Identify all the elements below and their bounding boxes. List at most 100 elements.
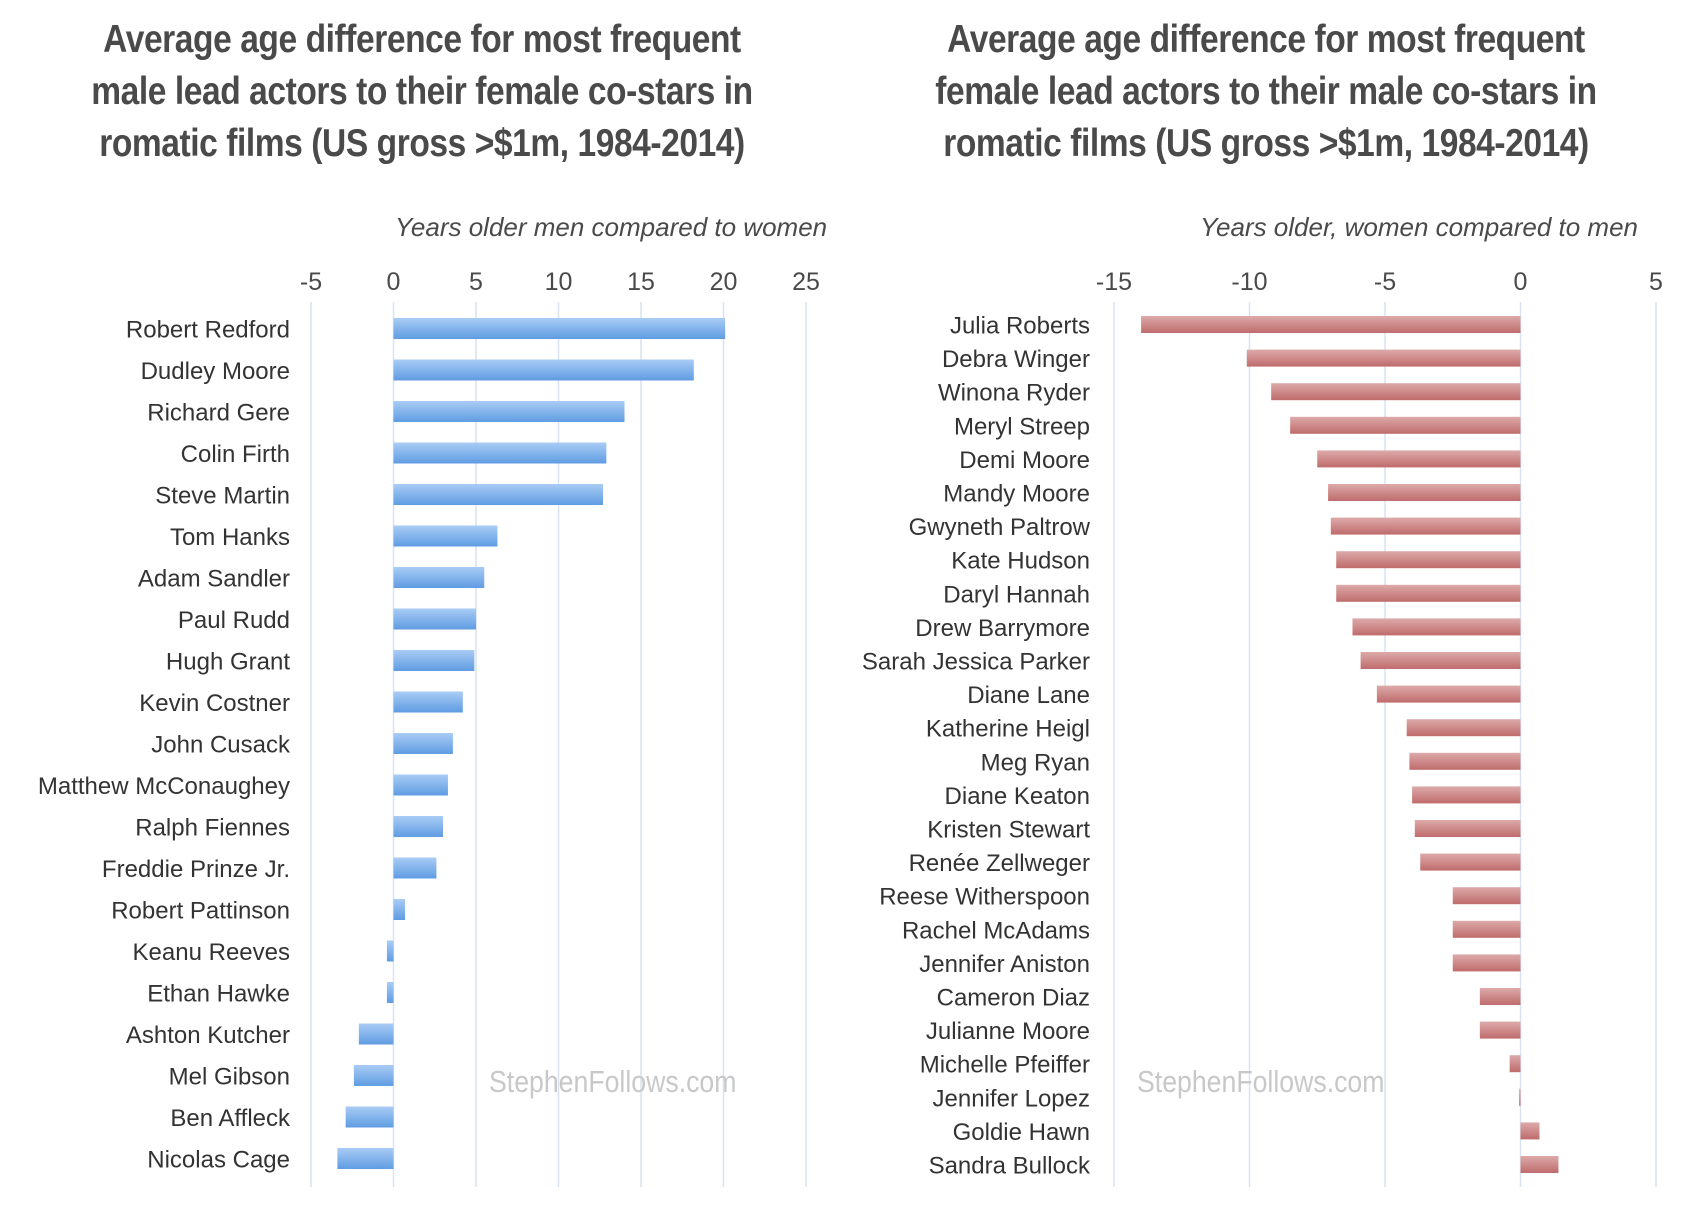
- bar: [1246, 349, 1521, 367]
- chart-male-leads: Average age difference for most frequent…: [38, 14, 827, 1187]
- category-label: John Cusack: [151, 732, 291, 759]
- bar: [393, 650, 475, 671]
- category-label: Jennifer Aniston: [919, 951, 1090, 978]
- category-label: Robert Redford: [126, 317, 290, 344]
- category-label: Paul Rudd: [178, 607, 290, 634]
- category-label: Kate Hudson: [951, 548, 1090, 575]
- category-label: Ethan Hawke: [147, 981, 290, 1008]
- chart-title: Average age difference for most frequent…: [85, 14, 759, 170]
- bar: [1406, 719, 1521, 737]
- bar: [1328, 484, 1521, 501]
- category-label: Keanu Reeves: [133, 939, 290, 966]
- bar: [1520, 1122, 1540, 1140]
- title-line: romatic films (US gross >$1m, 1984-2014): [943, 122, 1589, 165]
- bar: [1330, 517, 1521, 535]
- category-label: Meryl Streep: [954, 413, 1090, 440]
- title-line: romatic films (US gross >$1m, 1984-2014): [99, 122, 745, 165]
- category-label: Richard Gere: [147, 400, 290, 427]
- category-label: Julianne Moore: [926, 1018, 1090, 1045]
- bar: [393, 359, 694, 381]
- category-label: Kristen Stewart: [927, 817, 1090, 844]
- category-label: Katherine Heigl: [926, 716, 1090, 743]
- bar: [1336, 584, 1521, 602]
- title-line: male lead actors to their female co-star…: [91, 70, 753, 113]
- bar: [1414, 820, 1521, 837]
- x-tick-label: 10: [545, 268, 573, 296]
- category-label: Rachel McAdams: [902, 917, 1090, 944]
- bar: [1141, 316, 1521, 333]
- bar: [1479, 1021, 1521, 1039]
- bar: [1290, 416, 1521, 434]
- bar: [1519, 1088, 1521, 1106]
- category-label: Colin Firth: [181, 441, 290, 468]
- x-tick-label: 5: [469, 268, 483, 296]
- bar: [1452, 920, 1521, 938]
- category-label: Adam Sandler: [138, 566, 290, 593]
- bar: [1452, 887, 1521, 905]
- x-tick-label: 25: [792, 268, 820, 296]
- bar: [1271, 383, 1521, 401]
- category-label: Kevin Costner: [139, 690, 290, 717]
- category-label: Robert Pattinson: [111, 898, 290, 925]
- x-tick-label: 5: [1649, 268, 1663, 296]
- bar: [358, 1023, 394, 1045]
- category-label: Meg Ryan: [981, 749, 1090, 776]
- bar: [1520, 1156, 1559, 1173]
- bar: [393, 608, 476, 630]
- bar: [393, 816, 443, 837]
- category-label: Drew Barrymore: [915, 615, 1090, 642]
- x-tick-label: -10: [1231, 268, 1267, 296]
- bar: [386, 940, 394, 962]
- category-label: Sarah Jessica Parker: [862, 649, 1090, 676]
- bar: [1409, 752, 1521, 770]
- bar: [1412, 786, 1521, 804]
- category-label: Hugh Grant: [166, 649, 290, 676]
- category-label: Freddie Prinze Jr.: [102, 856, 290, 883]
- bar: [1452, 954, 1521, 972]
- category-label: Steve Martin: [155, 483, 290, 510]
- bar: [353, 1065, 394, 1086]
- category-label: Goldie Hawn: [953, 1119, 1090, 1146]
- category-label: Mandy Moore: [943, 481, 1090, 508]
- bar: [393, 899, 406, 920]
- category-label: Dudley Moore: [141, 358, 290, 385]
- x-tick-label: 20: [710, 268, 738, 296]
- bar: [337, 1148, 394, 1169]
- x-tick-label: 0: [1514, 268, 1528, 296]
- bar: [393, 691, 463, 713]
- category-label: Tom Hanks: [170, 524, 290, 551]
- bar: [1509, 1055, 1521, 1073]
- category-label: Daryl Hannah: [943, 581, 1090, 608]
- category-label: Cameron Diaz: [937, 985, 1090, 1012]
- category-label: Mel Gibson: [169, 1064, 290, 1091]
- title-line: Average age difference for most frequent: [103, 18, 741, 61]
- category-label: Julia Roberts: [950, 313, 1090, 340]
- bar: [1420, 853, 1521, 871]
- x-tick-label: -15: [1096, 268, 1132, 296]
- bar: [393, 567, 485, 588]
- bar: [1352, 618, 1521, 636]
- category-label: Diane Keaton: [945, 783, 1090, 810]
- bar: [1360, 652, 1521, 669]
- title-line: female lead actors to their male co-star…: [935, 70, 1597, 113]
- category-label: Sandra Bullock: [929, 1153, 1091, 1180]
- chart-title: Average age difference for most frequent…: [929, 14, 1603, 170]
- plot-area: -5 0 5 10 15 20 25 Robert Redford Dudley Moore Ri…: [38, 268, 820, 1187]
- category-label: Ralph Fiennes: [135, 815, 290, 842]
- bar: [393, 733, 453, 754]
- category-label: Gwyneth Paltrow: [909, 514, 1091, 541]
- category-label: Ben Affleck: [170, 1105, 291, 1132]
- bar: [393, 318, 726, 339]
- plot-area: -15 -10 -5 0 5 Julia Roberts Debra Winger Winon…: [862, 268, 1663, 1187]
- bar: [393, 857, 437, 879]
- category-label: Matthew McConaughey: [38, 773, 290, 800]
- bar: [1479, 988, 1521, 1005]
- watermark: StephenFollows.com: [1137, 1064, 1385, 1099]
- chart-female-leads: Average age difference for most frequent…: [844, 0, 1688, 1220]
- bar: [1336, 551, 1521, 569]
- x-tick-label: -5: [1374, 268, 1396, 296]
- category-label: Ashton Kutcher: [126, 1022, 290, 1049]
- category-label: Michelle Pfeiffer: [920, 1052, 1090, 1079]
- x-tick-label: 15: [627, 268, 655, 296]
- bar: [393, 774, 448, 796]
